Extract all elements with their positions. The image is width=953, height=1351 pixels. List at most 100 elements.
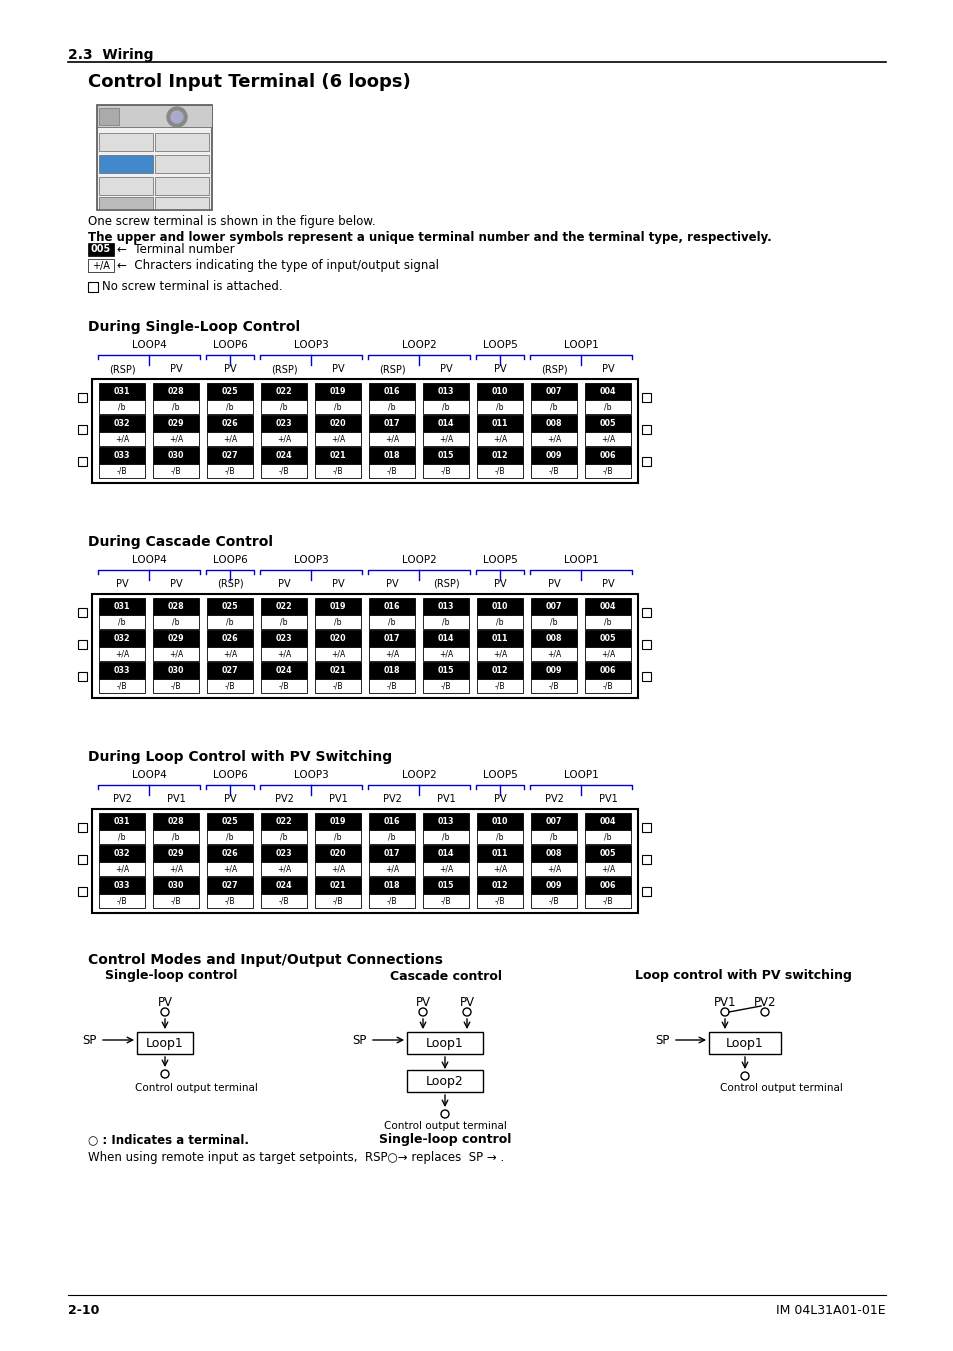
Text: /b: /b xyxy=(496,403,503,412)
Text: -/B: -/B xyxy=(171,466,181,476)
Text: -/B: -/B xyxy=(171,897,181,905)
Text: PV: PV xyxy=(416,996,430,1008)
Bar xyxy=(152,680,199,693)
Bar xyxy=(641,671,651,681)
Text: 030: 030 xyxy=(168,881,184,890)
Text: -/B: -/B xyxy=(116,466,127,476)
Text: PV: PV xyxy=(493,794,506,804)
Bar xyxy=(314,844,360,862)
Bar xyxy=(314,382,360,400)
Text: PV2: PV2 xyxy=(274,794,294,804)
Bar xyxy=(476,415,522,432)
Bar xyxy=(78,424,88,434)
Text: /b: /b xyxy=(118,403,126,412)
Text: /b: /b xyxy=(334,617,341,627)
Text: 015: 015 xyxy=(437,451,454,459)
Text: -/B: -/B xyxy=(278,466,289,476)
Text: 019: 019 xyxy=(330,603,346,611)
Text: 009: 009 xyxy=(545,666,561,676)
Text: LOOP1: LOOP1 xyxy=(563,555,598,565)
Text: /b: /b xyxy=(172,832,179,842)
Bar xyxy=(314,630,360,647)
Text: +/A: +/A xyxy=(276,865,291,874)
Text: -/B: -/B xyxy=(333,897,343,905)
Text: /b: /b xyxy=(550,832,558,842)
Text: SP: SP xyxy=(655,1034,669,1047)
Text: +/A: +/A xyxy=(546,435,560,443)
Text: PV1: PV1 xyxy=(598,794,617,804)
Bar xyxy=(261,432,307,446)
Text: LOOP3: LOOP3 xyxy=(294,770,328,780)
Bar xyxy=(584,844,630,862)
Bar xyxy=(531,463,577,478)
Text: -/B: -/B xyxy=(171,681,181,690)
Text: ←  Chracters indicating the type of input/output signal: ← Chracters indicating the type of input… xyxy=(117,259,438,272)
Bar xyxy=(476,647,522,661)
Text: -/B: -/B xyxy=(225,897,235,905)
Text: -/B: -/B xyxy=(495,897,505,905)
Bar xyxy=(584,447,630,463)
Bar xyxy=(99,432,145,446)
Bar xyxy=(99,197,152,209)
Text: Control output terminal: Control output terminal xyxy=(383,1121,506,1131)
Text: PV: PV xyxy=(493,363,506,374)
Bar xyxy=(99,155,152,173)
Bar xyxy=(207,400,253,413)
Bar xyxy=(369,447,415,463)
Text: 014: 014 xyxy=(437,419,454,428)
Bar xyxy=(78,393,88,401)
Bar xyxy=(91,594,638,698)
Bar xyxy=(531,830,577,844)
Bar xyxy=(531,400,577,413)
Text: +/A: +/A xyxy=(331,650,345,658)
Text: 2.3  Wiring: 2.3 Wiring xyxy=(68,49,153,62)
Bar xyxy=(91,380,638,484)
Text: 022: 022 xyxy=(275,386,292,396)
Bar xyxy=(476,630,522,647)
Circle shape xyxy=(167,107,187,127)
Bar xyxy=(99,662,145,680)
Bar xyxy=(78,823,88,831)
Text: PV: PV xyxy=(493,580,506,589)
Text: Single-loop control: Single-loop control xyxy=(105,970,237,982)
Bar xyxy=(99,382,145,400)
Text: LOOP6: LOOP6 xyxy=(213,770,247,780)
Text: 012: 012 xyxy=(491,881,508,890)
Text: (RSP): (RSP) xyxy=(271,363,297,374)
Bar xyxy=(99,813,145,830)
Bar xyxy=(422,894,469,908)
Text: 013: 013 xyxy=(437,603,454,611)
Bar xyxy=(207,662,253,680)
Text: Loop1: Loop1 xyxy=(725,1036,763,1050)
Text: LOOP5: LOOP5 xyxy=(482,770,517,780)
Bar xyxy=(531,630,577,647)
Text: PV: PV xyxy=(385,580,398,589)
Bar xyxy=(152,662,199,680)
Text: 006: 006 xyxy=(599,666,616,676)
Bar xyxy=(369,862,415,875)
Text: 033: 033 xyxy=(113,451,131,459)
Bar xyxy=(422,647,469,661)
Text: +/A: +/A xyxy=(493,650,507,658)
Text: PV: PV xyxy=(157,996,172,1008)
Bar xyxy=(99,132,152,151)
Text: (RSP): (RSP) xyxy=(540,363,567,374)
Text: /b: /b xyxy=(603,617,611,627)
Bar xyxy=(476,813,522,830)
Bar xyxy=(314,830,360,844)
Text: During Single-Loop Control: During Single-Loop Control xyxy=(88,320,300,334)
Text: 028: 028 xyxy=(168,817,184,825)
Text: PV: PV xyxy=(601,580,614,589)
Bar xyxy=(261,447,307,463)
Text: /b: /b xyxy=(334,403,341,412)
Text: 018: 018 xyxy=(383,451,400,459)
Text: -/B: -/B xyxy=(333,466,343,476)
Bar xyxy=(422,877,469,894)
Bar xyxy=(476,844,522,862)
Bar xyxy=(99,415,145,432)
Text: 011: 011 xyxy=(491,419,508,428)
Text: 016: 016 xyxy=(383,603,400,611)
Text: 025: 025 xyxy=(221,817,238,825)
Text: /b: /b xyxy=(172,403,179,412)
Text: /b: /b xyxy=(603,832,611,842)
